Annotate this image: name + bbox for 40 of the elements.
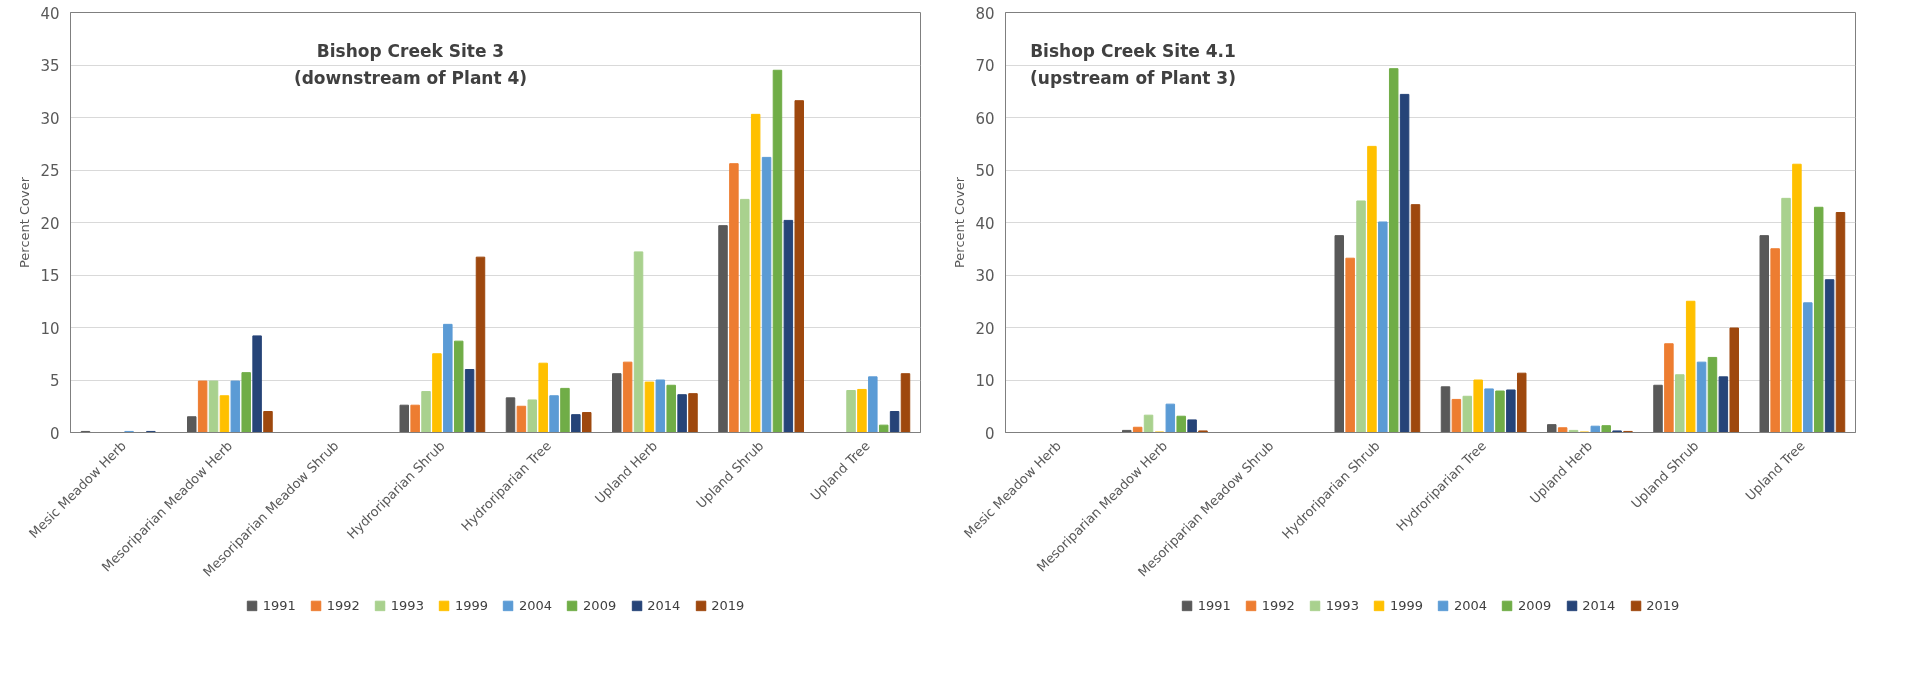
y-axis-title: Percent Cover [952, 176, 968, 269]
legend-label: 1993 [1325, 597, 1359, 613]
y-tick-label: 40 [40, 4, 60, 23]
text: (upstream of Plant 3) [1030, 68, 1236, 89]
text: Bishop Creek Site 4.1 [1030, 40, 1236, 61]
legend-label: 2014 [1582, 597, 1616, 613]
legend-label: 1999 [454, 597, 488, 613]
y-tick-label: 60 [975, 109, 995, 128]
y-tick-label: 20 [40, 214, 60, 233]
y-tick-label: 80 [975, 4, 995, 23]
text: (downstream of Plant 4) [293, 68, 528, 89]
legend-label: 1991 [262, 597, 296, 613]
y-tick-label: 35 [40, 57, 60, 75]
legend-label: 2019 [711, 597, 745, 613]
legend-label: 2009 [1518, 597, 1552, 613]
y-tick-label: 50 [975, 162, 995, 180]
legend-label: 2014 [647, 597, 681, 613]
legend-label: 1992 [1261, 597, 1295, 613]
y-tick-label: 25 [40, 162, 60, 180]
legend-label: 2019 [1646, 597, 1680, 613]
legend-label: 1993 [390, 597, 424, 613]
y-axis-title: Percent Cover [17, 176, 33, 269]
legend-label: 2009 [583, 597, 617, 613]
y-tick-label: 0 [49, 424, 60, 443]
y-tick-label: 15 [40, 267, 60, 285]
y-tick-label: 20 [975, 319, 995, 338]
text: Bishop Creek Site 3 [316, 40, 505, 61]
legend-label: 2004 [519, 597, 553, 613]
y-tick-label: 70 [975, 57, 995, 75]
legend-label: 2004 [1454, 597, 1488, 613]
y-tick-label: 40 [975, 214, 995, 233]
y-tick-label: 30 [975, 267, 995, 285]
y-tick-label: 30 [40, 109, 60, 128]
legend-label: 1999 [1389, 597, 1423, 613]
y-tick-label: 10 [40, 319, 60, 338]
y-tick-label: 5 [49, 372, 60, 390]
legend-label: 1991 [1197, 597, 1231, 613]
y-tick-label: 10 [975, 372, 995, 390]
y-tick-label: 0 [984, 424, 995, 443]
legend-label: 1992 [326, 597, 360, 613]
